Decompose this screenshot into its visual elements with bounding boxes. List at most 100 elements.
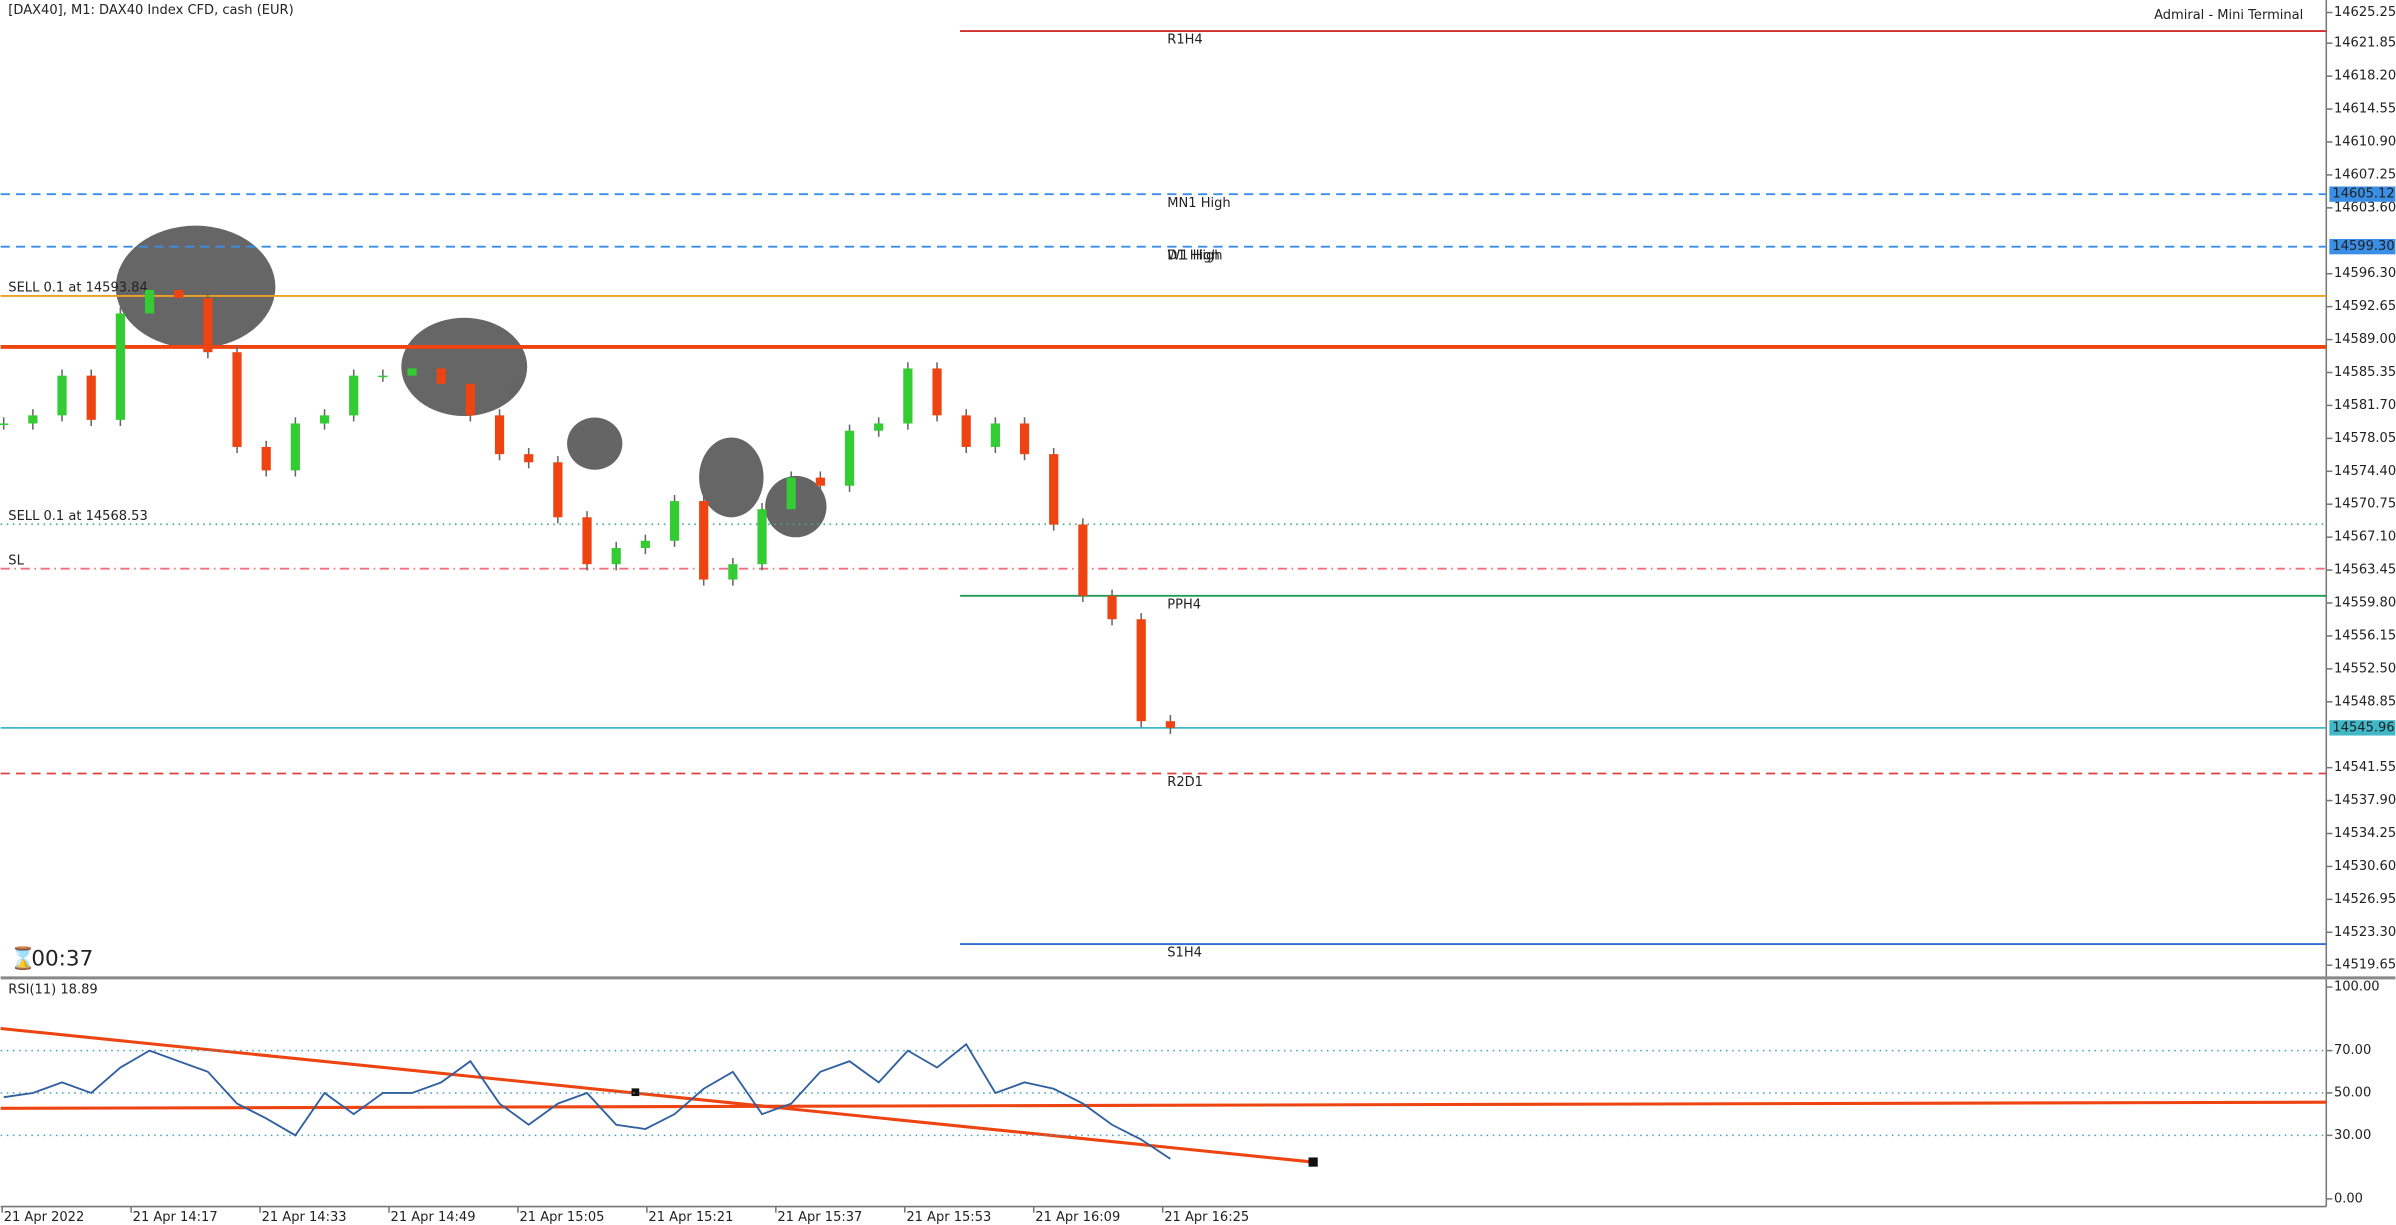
candle: [203, 298, 213, 353]
candle: [553, 462, 563, 518]
y-tick-label: 14610.90: [2334, 134, 2396, 149]
timer: ⌛: [10, 945, 37, 971]
candle: [349, 375, 359, 416]
candle: [494, 415, 505, 455]
candle: [990, 423, 1000, 447]
candle: [261, 446, 271, 471]
x-tick-label: 21 Apr 15:05: [519, 1210, 604, 1225]
x-tick-label: 21 Apr 2022: [4, 1210, 85, 1225]
candle: [611, 547, 621, 565]
candle: [757, 509, 767, 565]
candle: [728, 564, 738, 580]
candle: [407, 368, 417, 376]
x-tick-label: 21 Apr 14:17: [133, 1210, 218, 1225]
terminal-label: Admiral - Mini Terminal: [2154, 8, 2303, 23]
x-tick-label: 21 Apr 15:21: [648, 1210, 733, 1225]
level-label: D1 High: [1167, 248, 1219, 263]
y-tick-label: 14567.10: [2334, 530, 2396, 545]
y-tick-label: 14618.20: [2334, 69, 2396, 84]
handle: [631, 1088, 640, 1097]
rsi-title: RSI(11) 18.89: [8, 983, 97, 998]
candle: [0, 423, 9, 426]
candle: [1078, 524, 1088, 596]
candle: [290, 423, 300, 471]
y-tick-label: 14563.45: [2334, 563, 2396, 578]
candle: [874, 423, 884, 431]
y-tick-label: 14559.80: [2334, 596, 2396, 611]
x-tick-label: 21 Apr 15:37: [777, 1210, 862, 1225]
candle: [1107, 595, 1117, 620]
candle: [932, 368, 942, 416]
price-tag-label: 14605.12: [2332, 187, 2394, 202]
candle: [669, 501, 680, 541]
price-tag-label: 14545.96: [2332, 720, 2394, 735]
candle: [115, 313, 125, 420]
candle: [57, 375, 67, 416]
y-tick-label: 14534.25: [2334, 826, 2396, 841]
timer-text: 00:37: [31, 946, 93, 971]
candle: [1049, 454, 1059, 525]
candle: [378, 375, 388, 378]
level-label: PPH4: [1167, 597, 1201, 612]
candle: [465, 383, 475, 416]
y-tick-label: 14625.25: [2334, 5, 2396, 20]
y-tick-label: 14570.75: [2334, 497, 2396, 512]
y-tick-label: 14621.85: [2334, 36, 2396, 51]
handle: [1308, 1157, 1318, 1167]
level-label: R2D1: [1167, 775, 1203, 790]
price-tag: [2329, 720, 2396, 736]
y-tick-label: 14607.25: [2334, 167, 2396, 182]
candle: [319, 415, 330, 424]
candle: [640, 540, 650, 548]
candle: [524, 454, 534, 463]
y-tick-label: 14552.50: [2334, 661, 2396, 676]
y-tick-label: 14548.85: [2334, 694, 2396, 709]
y-tick-label: 14596.30: [2334, 266, 2396, 281]
x-tick-label: 21 Apr 16:25: [1164, 1210, 1249, 1225]
level-label: W1 High: [1167, 248, 1222, 263]
candle: [903, 368, 913, 424]
y-tick-label: 14519.65: [2334, 958, 2396, 973]
price-tag-label: 14599.30: [2332, 239, 2394, 254]
y-tick-label: 14614.55: [2334, 102, 2396, 117]
y-tick-label: 0.00: [2334, 1191, 2363, 1206]
candle: [144, 289, 155, 314]
y-tick-label: 14585.35: [2334, 365, 2396, 380]
chart-title: [DAX40], M1: DAX40 Index CFD, cash (EUR): [8, 3, 293, 18]
y-tick-label: 14578.05: [2334, 431, 2396, 446]
annotations: [115, 225, 827, 538]
candle: [844, 430, 855, 486]
y-tick-label: 14541.55: [2334, 760, 2396, 775]
level-label: SELL 0.1 at 14568.53: [8, 509, 147, 524]
x-tick-label: 21 Apr 16:09: [1035, 1210, 1120, 1225]
y-tick-label: 14589.00: [2334, 332, 2396, 347]
y-tick-label: 30.00: [2334, 1128, 2371, 1143]
level-label: SELL 0.1 at 14593.84: [8, 281, 147, 296]
candle: [1019, 423, 1030, 455]
rsi-level-line: [0, 1100, 2327, 1110]
y-tick-label: 14603.60: [2334, 200, 2396, 215]
rsi-line: [3, 1042, 1171, 1160]
x-tick-label: 21 Apr 15:53: [906, 1210, 991, 1225]
candle: [436, 368, 446, 384]
y-tick-label: 14526.95: [2334, 892, 2396, 907]
level-label: R1H4: [1167, 33, 1202, 48]
candle: [699, 501, 709, 580]
y-tick-label: 14574.40: [2334, 464, 2396, 479]
y-tick-label: 14530.60: [2334, 859, 2396, 874]
y-tick-label: 14592.65: [2334, 299, 2396, 314]
x-tick-label: 21 Apr 14:33: [262, 1210, 347, 1225]
candle: [1136, 619, 1146, 722]
y-tick-label: 100.00: [2334, 980, 2380, 995]
y-tick-label: 70.00: [2334, 1043, 2371, 1058]
y-tick-label: 14537.90: [2334, 793, 2396, 808]
y-tick-label: 14581.70: [2334, 398, 2396, 413]
price-tag: [2329, 238, 2396, 255]
rsi-trend-line: [0, 1026, 1314, 1164]
level-label: S1H4: [1167, 946, 1202, 961]
candle: [961, 415, 971, 447]
candle: [174, 289, 184, 299]
level-label: MN1 High: [1167, 196, 1230, 211]
candle: [815, 477, 825, 486]
